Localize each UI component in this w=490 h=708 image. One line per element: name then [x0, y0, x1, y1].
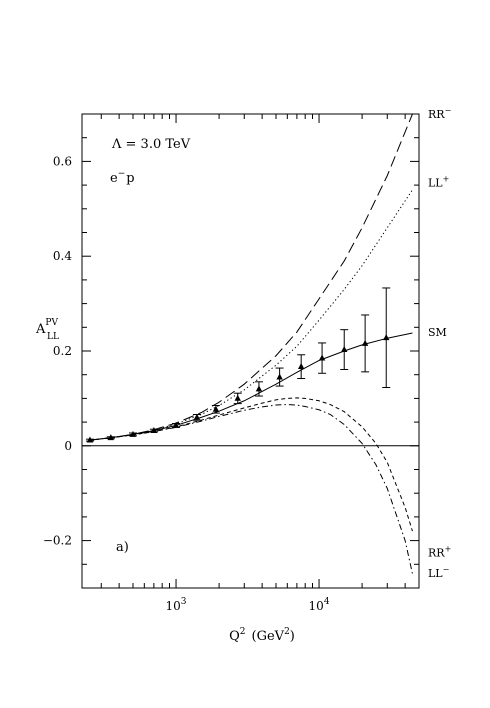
data-points	[85, 287, 391, 443]
data-point-triangle	[193, 413, 201, 420]
y-tick-label: −0.2	[43, 534, 72, 548]
series-label: LL+	[428, 175, 449, 190]
x-tick-label: 104	[309, 597, 330, 613]
x-tick-label: 103	[166, 597, 187, 613]
data-point-triangle	[255, 385, 263, 392]
data-point-triangle	[297, 363, 305, 370]
series-label: RR+	[428, 544, 451, 559]
y-tick-label: 0	[64, 439, 72, 453]
y-tick-label: 0.6	[53, 154, 72, 168]
y-axis-label-subscript: LL	[47, 332, 59, 342]
series-line-rr-plus	[89, 397, 413, 532]
panel-label: a)	[116, 540, 129, 555]
series-labels: RR− LL+ SM RR+ LL−	[428, 106, 451, 580]
series-label: LL−	[428, 565, 449, 580]
series-line-ll-plus	[89, 189, 413, 441]
series-lines	[89, 113, 413, 574]
data-point-triangle	[318, 354, 326, 361]
y-axis-label: APV	[35, 318, 58, 337]
data-point-triangle	[234, 394, 241, 401]
series-line-ll-minus	[89, 404, 413, 574]
data-point-triangle	[129, 430, 137, 437]
x-axis-label: Q2 (GeV2)	[229, 627, 295, 644]
data-point-triangle	[150, 427, 158, 434]
data-point-triangle	[212, 405, 220, 412]
lambda-annotation: Λ = 3.0 TeV	[111, 137, 191, 152]
series-label: RR−	[428, 106, 451, 121]
data-point-triangle	[361, 339, 369, 346]
data-point-triangle	[107, 434, 115, 441]
plot-frame	[81, 113, 420, 589]
data-point-triangle	[172, 421, 180, 428]
series-line-rr-minus	[89, 113, 413, 441]
data-point-triangle	[341, 345, 348, 352]
series-label: SM	[428, 326, 447, 339]
data-point-triangle	[86, 436, 94, 443]
series-line-sm	[89, 332, 413, 441]
data-point-triangle	[383, 334, 390, 341]
tick-labels: −0.2 0 0.2 0.4 0.6 103 104	[43, 154, 330, 613]
process-annotation: e−p	[110, 169, 135, 186]
data-point-triangle	[276, 373, 283, 380]
y-tick-label: 0.4	[53, 249, 72, 263]
y-tick-label: 0.2	[53, 344, 72, 358]
